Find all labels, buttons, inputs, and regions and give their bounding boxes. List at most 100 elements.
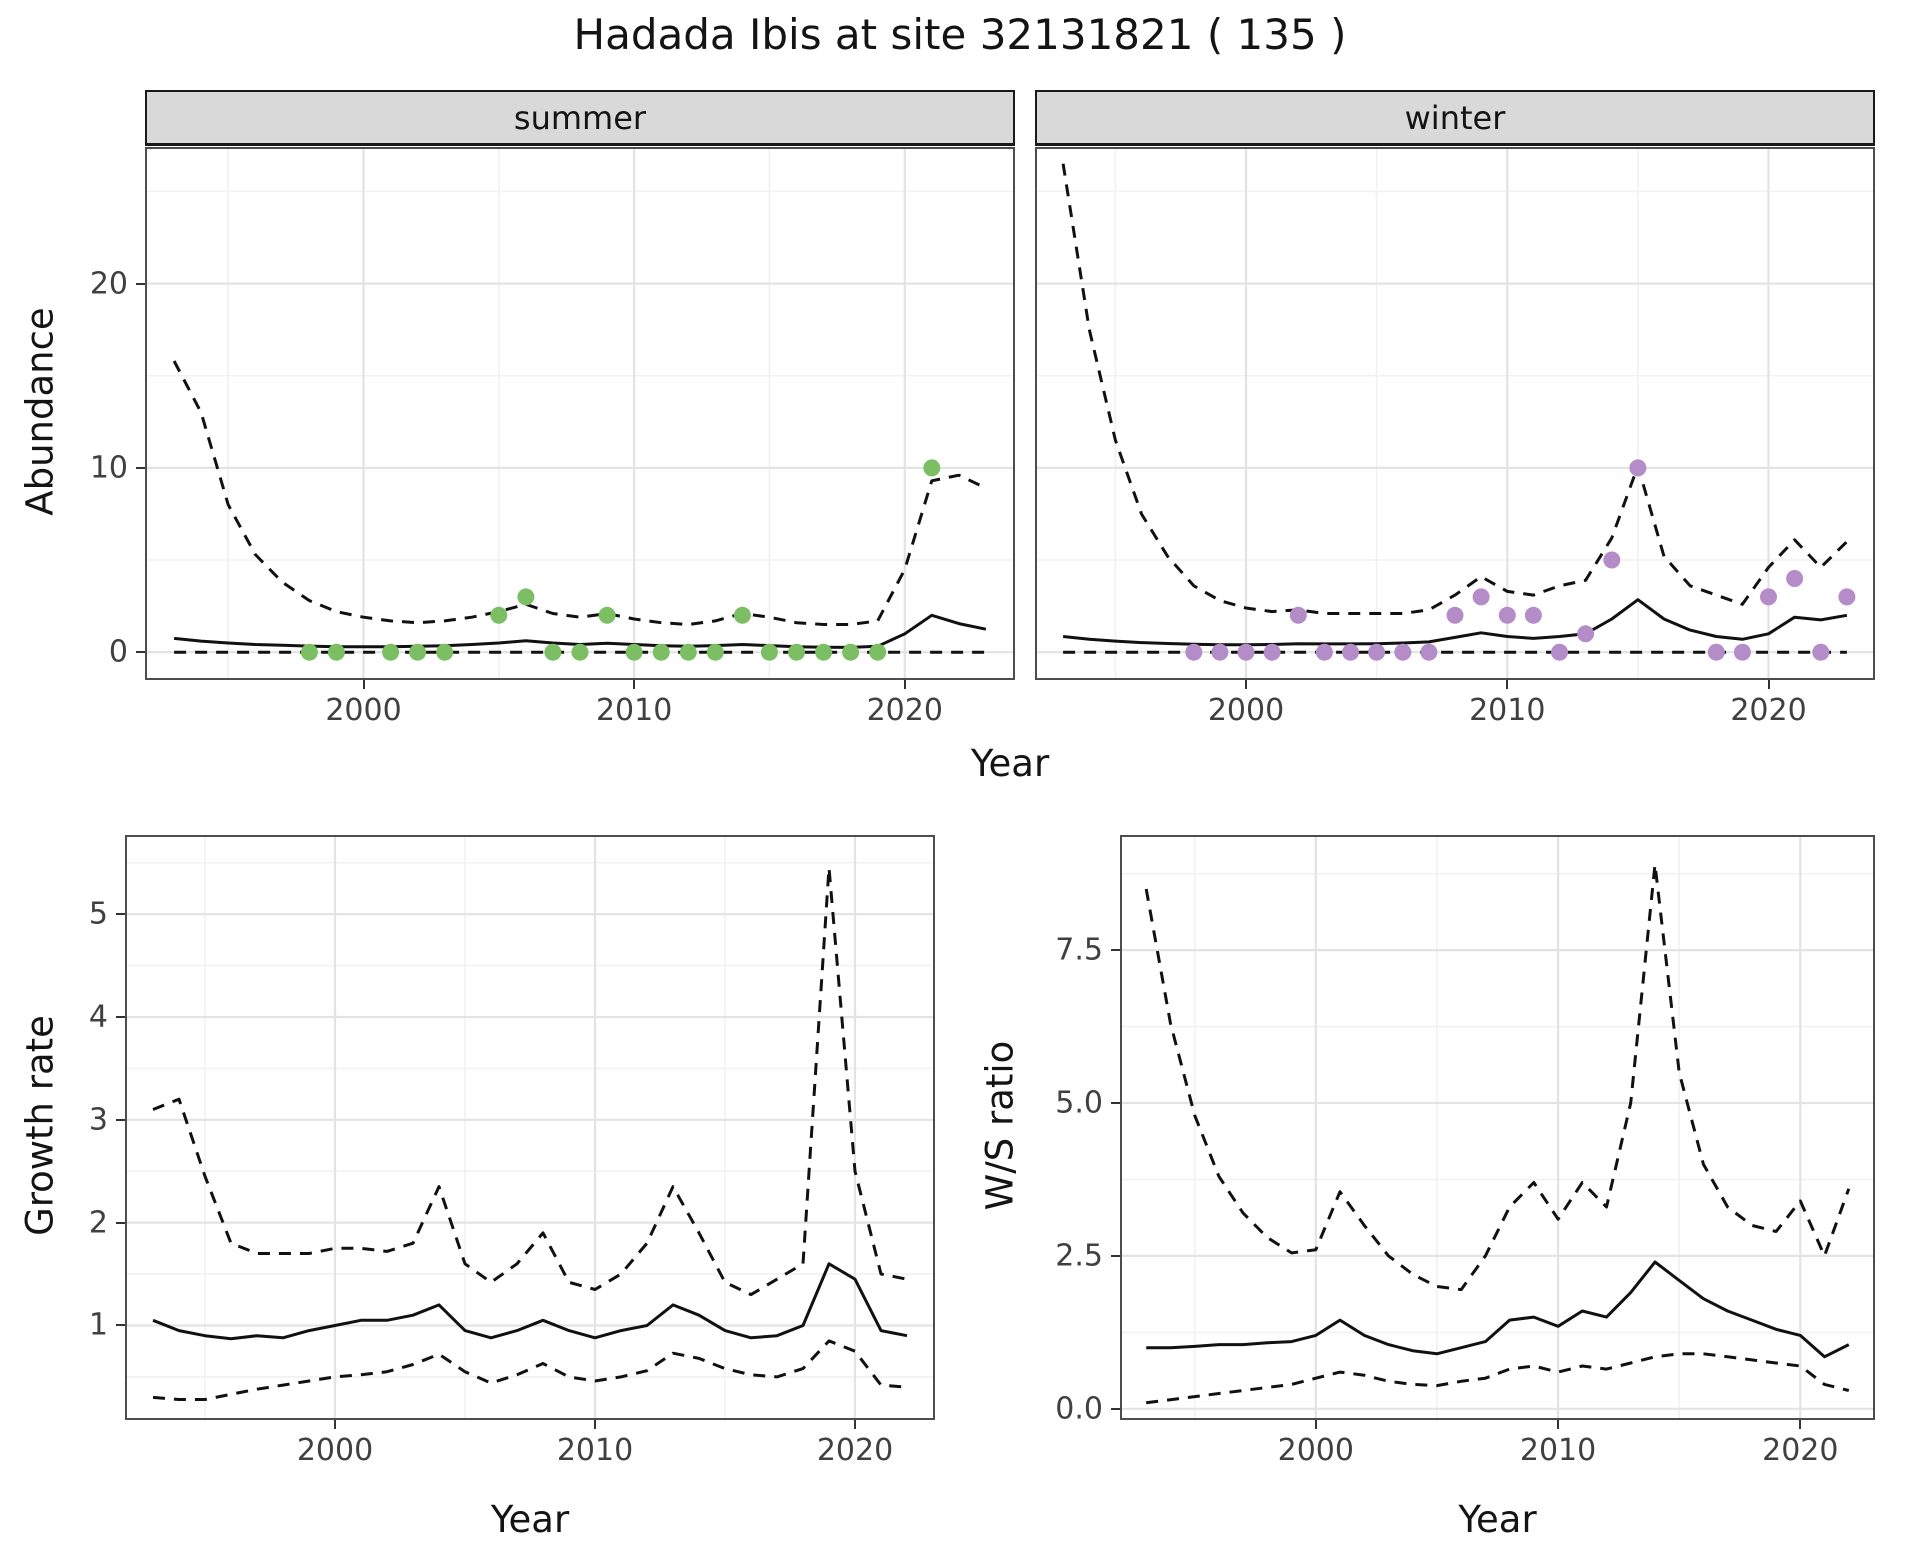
x-tick-label: 2000 [1277, 1433, 1354, 1468]
x-tick-mark [903, 680, 906, 689]
x-tick-mark [854, 1420, 856, 1429]
y-tick-mark [136, 282, 145, 285]
facet-strip-summer: summer [145, 90, 1015, 146]
abundance-winter-observed-point [1707, 643, 1725, 661]
abundance-winter-observed-point [1603, 551, 1621, 569]
abundance-summer-observed-point [382, 643, 400, 661]
y-tick-mark [116, 1221, 125, 1224]
abundance-winter-observed-point [1185, 643, 1203, 661]
abundance-winter-upper_ci-line [1061, 163, 1848, 615]
abundance-summer-observed-point [571, 643, 589, 661]
x-tick-mark [334, 1420, 336, 1429]
abundance-summer-observed-point [842, 643, 860, 661]
y-axis-title-abundance: Abundance [18, 307, 62, 516]
abundance-winter-observed-point [1733, 643, 1751, 661]
x-tick-label: 2000 [325, 693, 402, 728]
y-tick-label: 4 [88, 999, 108, 1035]
y-tick-mark [116, 1015, 125, 1018]
y-tick-mark [1111, 949, 1120, 952]
abundance-winter-observed-point [1629, 459, 1647, 477]
y-tick-mark [136, 466, 145, 469]
y-tick-mark [116, 1324, 125, 1327]
abundance-summer-canvas [147, 149, 1013, 678]
y-tick-mark [116, 913, 125, 916]
abundance-summer-observed-point [869, 643, 887, 661]
x-tick-label: 2020 [866, 693, 943, 728]
y-tick-mark [136, 651, 145, 654]
y-tick-label: 10 [89, 450, 128, 486]
y-tick-label: 0.0 [1055, 1391, 1103, 1427]
panel-ws-ratio [1120, 835, 1875, 1420]
x-tick-mark [633, 680, 636, 689]
x-tick-mark [1557, 1420, 1560, 1429]
x-tick-label: 2020 [1762, 1433, 1839, 1468]
y-tick-label: 20 [89, 266, 128, 302]
abundance-summer-observed-point [733, 606, 751, 624]
abundance-summer-observed-point [625, 643, 643, 661]
abundance-summer-observed-point [436, 643, 454, 661]
x-tick-label: 2010 [1469, 693, 1546, 728]
panel-growth-rate [125, 835, 935, 1420]
x-tick-mark [594, 1420, 596, 1429]
y-tick-label: 5.0 [1055, 1085, 1103, 1121]
abundance-summer-observed-point [788, 643, 805, 661]
x-tick-mark [1245, 680, 1247, 689]
growth-rate-fit-line [152, 1262, 908, 1341]
abundance-summer-fit-line [173, 613, 987, 649]
facet-strip-winter: winter [1035, 90, 1875, 146]
ws-ratio-upper_ci-line [1144, 863, 1851, 1292]
abundance-summer-observed-point [679, 643, 697, 661]
abundance-summer-observed-point [815, 643, 833, 661]
abundance-winter-observed-point [1342, 643, 1359, 661]
y-tick-label: 0 [108, 634, 128, 670]
abundance-summer-observed-point [706, 643, 724, 661]
abundance-winter-canvas [1037, 149, 1873, 678]
abundance-summer-observed-point [327, 643, 345, 661]
abundance-summer-observed-point [490, 606, 508, 624]
abundance-winter-observed-point [1524, 606, 1542, 624]
x-tick-label: 2020 [816, 1433, 894, 1468]
abundance-summer-observed-point [517, 588, 535, 606]
y-tick-mark [1111, 1254, 1120, 1257]
abundance-summer-observed-point [409, 643, 427, 661]
x-tick-mark [362, 680, 365, 689]
abundance-summer-observed-point [544, 643, 562, 661]
y-tick-label: 7.5 [1055, 932, 1103, 968]
ws-ratio-fit-line [1146, 1260, 1850, 1359]
facet-strip-summer-label: summer [513, 98, 647, 137]
abundance-winter-observed-point [1838, 588, 1856, 606]
growth-rate-upper_ci-line [152, 866, 908, 1297]
abundance-winter-observed-point [1498, 606, 1516, 624]
x-tick-mark [1767, 680, 1770, 689]
y-tick-label: 2.5 [1055, 1238, 1103, 1274]
abundance-winter-observed-point [1812, 643, 1830, 661]
x-tick-label: 2010 [556, 1433, 634, 1468]
x-axis-title-ws-ratio: Year [1458, 1498, 1537, 1541]
abundance-summer-observed-point [300, 643, 318, 661]
abundance-summer-observed-point [923, 459, 941, 477]
panel-abundance-winter [1035, 147, 1875, 680]
ws-ratio-canvas [1122, 837, 1873, 1418]
x-tick-mark [1314, 1420, 1317, 1429]
abundance-summer-observed-point [652, 643, 670, 661]
abundance-winter-observed-point [1237, 643, 1255, 661]
x-tick-label: 2010 [595, 693, 673, 728]
abundance-winter-observed-point [1446, 606, 1464, 624]
abundance-winter-observed-point [1551, 643, 1568, 661]
ws-ratio-lower_ci-line [1146, 1352, 1850, 1405]
abundance-winter-observed-point [1263, 643, 1281, 661]
x-axis-title-growth-rate: Year [490, 1498, 570, 1541]
abundance-winter-observed-point [1211, 643, 1229, 661]
abundance-winter-observed-point [1760, 588, 1777, 606]
panel-abundance-summer [145, 147, 1015, 680]
y-tick-mark [1111, 1407, 1120, 1410]
abundance-winter-observed-point [1289, 606, 1307, 624]
x-tick-label: 2010 [1519, 1433, 1597, 1468]
abundance-winter-observed-point [1420, 643, 1438, 661]
abundance-winter-observed-point [1577, 625, 1595, 643]
y-tick-label: 1 [88, 1307, 108, 1343]
x-tick-label: 2020 [1730, 693, 1807, 728]
figure-title: Hadada Ibis at site 32131821 ( 135 ) [573, 10, 1347, 59]
facet-strip-winter-label: winter [1404, 98, 1506, 137]
